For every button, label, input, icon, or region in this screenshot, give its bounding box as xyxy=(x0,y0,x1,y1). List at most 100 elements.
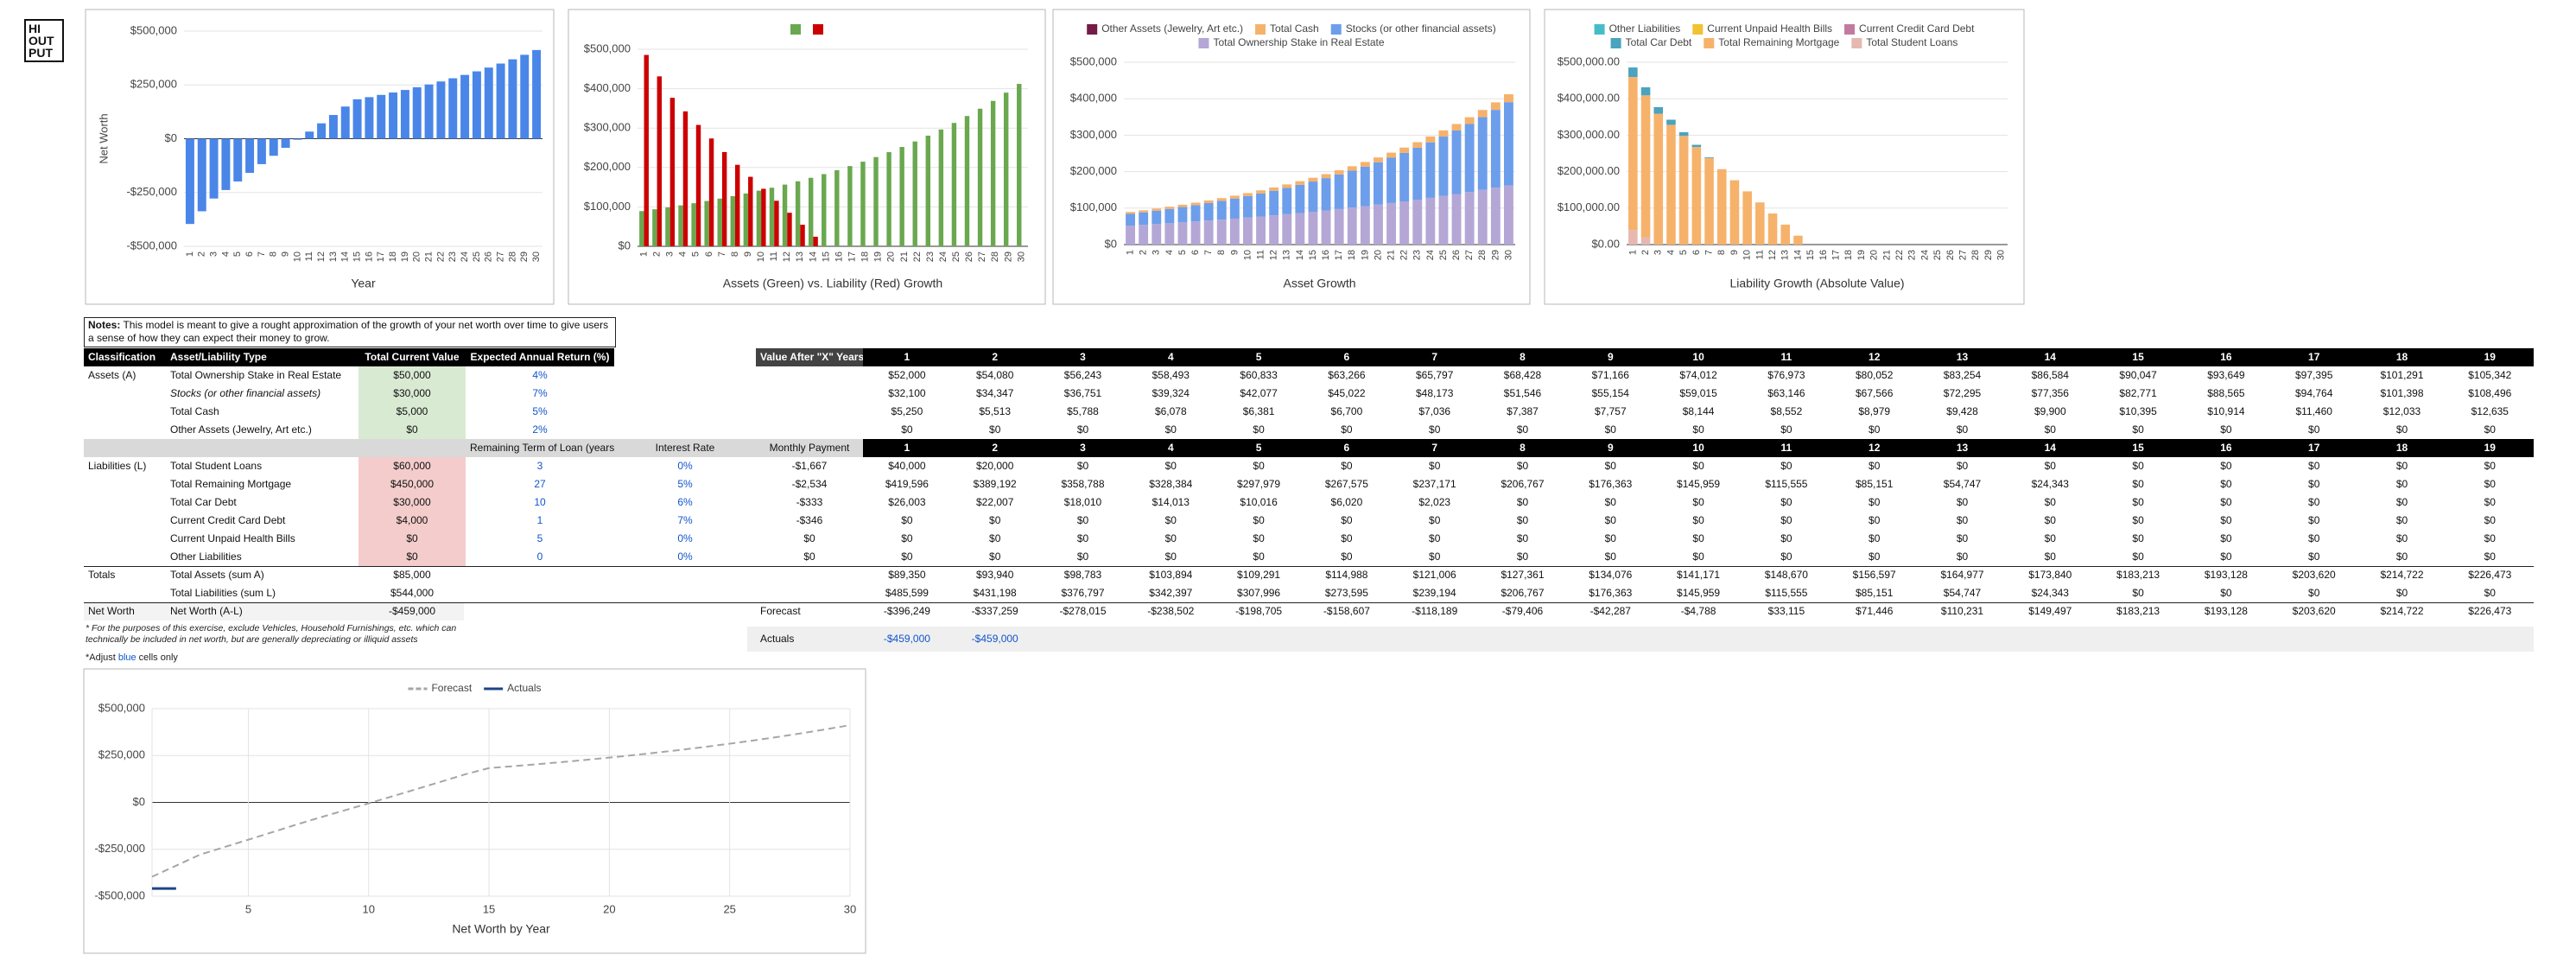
table-cell: $0 xyxy=(1341,532,1353,544)
table-cell: $4,000 xyxy=(358,512,466,530)
table-cell: $226,473 xyxy=(2468,569,2512,581)
x-tick-label: 1 xyxy=(1125,250,1135,255)
bar xyxy=(1003,92,1009,246)
x-tick-label: 19 xyxy=(1856,250,1867,260)
x-tick-label: 30 xyxy=(1503,250,1513,260)
table-cell: $0 xyxy=(1516,496,1529,508)
bar-segment xyxy=(1490,102,1501,111)
bar-segment xyxy=(1412,199,1423,245)
x-tick-label: 25 xyxy=(472,251,482,262)
x-tick-label: 11 xyxy=(1255,250,1266,259)
table-cell: Current Credit Card Debt xyxy=(170,514,286,526)
cell-background xyxy=(84,439,863,457)
table-cell: $450,000 xyxy=(358,475,466,493)
x-tick-label: 29 xyxy=(1490,250,1501,260)
x-tick-label: 28 xyxy=(1477,250,1488,260)
x-tick-label: 22 xyxy=(435,251,446,262)
table-cell: $127,361 xyxy=(1501,569,1545,581)
legend-label: Actuals xyxy=(507,682,541,694)
table-cell: $42,077 xyxy=(1240,387,1278,399)
table-cell: $267,575 xyxy=(1324,478,1368,490)
y-tick-label: -$250,000 xyxy=(94,842,145,855)
legend-swatch xyxy=(1851,38,1862,48)
x-tick-label: 4 xyxy=(678,251,688,257)
bar xyxy=(365,97,374,139)
table-cell: Total Student Loans xyxy=(170,460,263,472)
y-tick-label: $200,000 xyxy=(584,160,631,173)
table-cell: $0 xyxy=(2395,551,2408,563)
bar xyxy=(389,92,398,139)
table-cell: $45,022 xyxy=(1328,387,1366,399)
table-cell: -$1,667 xyxy=(791,460,828,472)
x-tick-label: 16 xyxy=(834,251,844,262)
bar-segment xyxy=(1386,202,1396,245)
table-cell: Other Assets (Jewelry, Art etc.) xyxy=(170,423,312,436)
table-cell: $121,006 xyxy=(1412,569,1456,581)
x-tick-label: 11 xyxy=(1754,250,1765,259)
table-cell: Other Liabilities xyxy=(170,551,242,563)
y-axis-label: Net Worth xyxy=(97,113,110,163)
table-cell: $0 xyxy=(358,421,466,439)
bar xyxy=(317,123,327,139)
bar-segment xyxy=(1464,124,1475,193)
table-cell: $0 xyxy=(2484,587,2496,599)
x-tick-label: 3 xyxy=(208,251,219,257)
bar-segment xyxy=(1438,130,1449,137)
table-cell: Assets (A) xyxy=(88,369,136,381)
table-cell: $0 xyxy=(2044,551,2056,563)
table-cell: $0 xyxy=(1780,423,1792,436)
bar-segment xyxy=(1256,190,1266,194)
x-tick-label: 15 xyxy=(1308,250,1318,260)
table-cell: Monthly Payment xyxy=(769,442,850,454)
bar-segment xyxy=(1256,216,1266,245)
table-cell: $85,151 xyxy=(1856,478,1894,490)
table-cell: $0 xyxy=(2308,514,2320,526)
x-tick-label: 17 xyxy=(376,251,386,262)
bar xyxy=(665,207,670,246)
table-cell: $0 xyxy=(2308,551,2320,563)
table-cell: $0 xyxy=(2308,532,2320,544)
notes-text: This model is meant to give a rought app… xyxy=(88,319,609,344)
bar-segment xyxy=(1386,157,1396,203)
bar-segment xyxy=(1464,192,1475,245)
x-tick-label: 20 xyxy=(886,251,897,262)
notes-label: Notes: xyxy=(88,319,121,331)
table-cell: $14,013 xyxy=(1152,496,1190,508)
x-tick-label: 8 xyxy=(269,251,279,257)
table-cell: -$333 xyxy=(796,496,823,508)
table-cell: Interest Rate xyxy=(655,442,715,454)
table-cell: $65,797 xyxy=(1416,369,1454,381)
bar-segment xyxy=(1451,194,1462,245)
table-cell: $20,000 xyxy=(976,460,1014,472)
bar-segment xyxy=(1256,193,1266,217)
y-tick-label: $100,000 xyxy=(1070,200,1117,213)
bar-segment xyxy=(1139,210,1149,213)
x-tick-label: 27 xyxy=(977,251,987,262)
legend-label: Total Car Debt xyxy=(1626,36,1692,48)
table-cell: $103,894 xyxy=(1149,569,1193,581)
table-cell: 4 xyxy=(1167,442,1174,454)
bar-segment xyxy=(1203,202,1214,221)
table-cell: 0% xyxy=(677,551,693,563)
bar-segment xyxy=(1282,188,1292,214)
x-tick-label: 8 xyxy=(1716,250,1727,255)
table-cell: Total Ownership Stake in Real Estate xyxy=(170,369,342,381)
x-tick-label: 27 xyxy=(495,251,505,262)
table-cell: $0 xyxy=(1956,532,1969,544)
bar-segment xyxy=(1177,204,1188,207)
table-cell: 0% xyxy=(677,532,693,544)
bar-segment xyxy=(1742,191,1752,245)
table-cell: $0 xyxy=(1604,551,1616,563)
table-cell: $0 xyxy=(2132,423,2144,436)
bar xyxy=(886,152,891,246)
bar-segment xyxy=(1216,200,1227,220)
x-tick-label: 24 xyxy=(1919,250,1930,260)
table-cell: $0 xyxy=(1869,514,1881,526)
legend-label: Other Liabilities xyxy=(1609,22,1681,35)
table-cell: $156,597 xyxy=(1852,569,1896,581)
x-tick-label: 16 xyxy=(1818,250,1829,260)
table-cell: $0 xyxy=(1076,460,1089,472)
bar xyxy=(532,49,542,139)
